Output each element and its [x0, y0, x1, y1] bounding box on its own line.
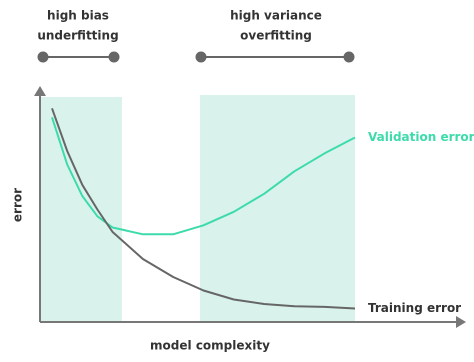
axes [34, 86, 466, 328]
y-axis-label: error [11, 188, 25, 222]
bracket-dot [108, 51, 120, 63]
y-arrow [34, 86, 46, 96]
overfitting-region [200, 95, 355, 322]
annotation: high variance [230, 9, 322, 23]
underfitting-region [40, 97, 122, 322]
x-arrow [456, 316, 466, 328]
bracket-dot [195, 51, 207, 63]
series-line [51, 107, 356, 310]
annotation: high bias [47, 9, 109, 23]
series-line [51, 116, 356, 236]
bracket-dot [37, 51, 49, 63]
series-label: Validation error [368, 130, 474, 144]
annotation: underfitting [37, 29, 118, 43]
annotation-brackets [37, 51, 355, 63]
bracket-dot [343, 51, 355, 63]
series-label: Training error [368, 301, 461, 315]
annotation: overfitting [240, 29, 312, 43]
x-axis-label: model complexity [150, 339, 270, 353]
